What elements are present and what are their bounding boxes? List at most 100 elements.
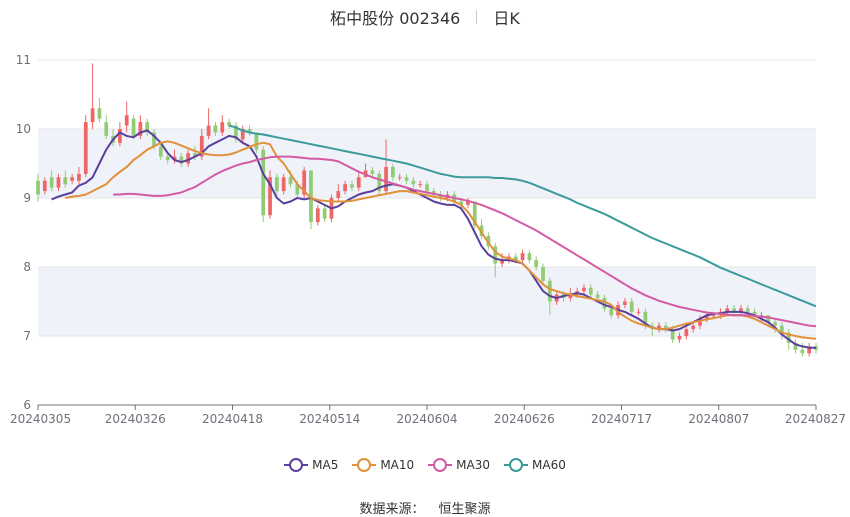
legend: MA5 MA10 MA30 MA60 (0, 458, 850, 472)
candle-body (302, 170, 307, 195)
candle-body (97, 108, 102, 119)
legend-label: MA5 (312, 458, 339, 472)
candle-body (343, 184, 347, 192)
candle-body (582, 287, 586, 292)
candle-body (131, 118, 136, 136)
candle-body (793, 342, 798, 350)
candle-body (274, 177, 279, 192)
y-axis: 6 7 8 9 10 11 (16, 53, 31, 412)
candle-body (261, 149, 266, 216)
candle-body (602, 298, 607, 309)
y-tick-label: 6 (23, 398, 31, 412)
candle-body (288, 177, 293, 185)
candle-body (547, 280, 552, 302)
candle-body (295, 184, 300, 195)
candle-body (643, 311, 648, 326)
candle-body (786, 332, 791, 343)
candle-body (780, 325, 784, 333)
candle-body (520, 253, 525, 261)
candle-body (704, 315, 709, 319)
x-tick-label: 20240717 (591, 412, 652, 426)
candle-body (193, 153, 197, 157)
candle-body (698, 318, 702, 326)
candle-body (459, 201, 463, 205)
x-tick-label: 20240807 (688, 412, 749, 426)
y-tick-label: 8 (23, 260, 31, 274)
candle-body (124, 115, 129, 126)
candle-body (677, 336, 682, 340)
candle-body (541, 267, 545, 281)
candle-body (377, 173, 382, 192)
legend-swatch (284, 458, 309, 472)
candle-body (534, 260, 539, 267)
background-bands (38, 129, 816, 336)
candle-body (807, 346, 812, 354)
candle-body (493, 246, 498, 264)
candle-body (206, 125, 211, 136)
candle-body (397, 177, 402, 179)
candle-body (199, 135, 204, 157)
candle-body (425, 184, 429, 192)
candle-body (158, 146, 163, 157)
legend-label: MA30 (456, 458, 491, 472)
legend-item-ma5[interactable]: MA5 (284, 458, 338, 472)
candle-body (268, 177, 272, 216)
moving-average-lines (51, 124, 817, 349)
candle-body (49, 177, 54, 188)
candle-body (83, 122, 88, 174)
candle-body (118, 129, 122, 143)
chart-title: 柘中股份 002346 日K (0, 6, 850, 28)
data-source: 数据来源： 恒生聚源 (0, 498, 850, 517)
candle-body (213, 125, 218, 133)
ma60-line (228, 124, 817, 308)
legend-swatch (504, 458, 529, 472)
candle-body (281, 177, 286, 192)
candle-body (500, 260, 504, 264)
source-value: 恒生聚源 (438, 502, 491, 517)
legend-item-ma10[interactable]: MA10 (352, 458, 414, 472)
candle-body (186, 153, 191, 164)
candle-body (322, 208, 327, 219)
candle-body (418, 184, 423, 186)
candle-body (732, 308, 736, 312)
candle-body (391, 166, 395, 178)
candle-body (773, 322, 777, 326)
candle-body (309, 170, 313, 223)
candle-body (595, 294, 600, 299)
ma10-line (65, 140, 817, 340)
candle-body (247, 129, 252, 133)
x-tick-label: 20240326 (105, 412, 166, 426)
x-tick-label: 20240418 (202, 412, 263, 426)
legend-label: MA60 (532, 458, 566, 472)
legend-item-ma30[interactable]: MA30 (428, 458, 490, 472)
candle-body (350, 184, 354, 188)
candle-body (220, 122, 225, 133)
candle-body (629, 301, 634, 312)
candle-body (104, 122, 109, 136)
x-tick-label: 20240305 (10, 412, 71, 426)
legend-label: MA10 (380, 458, 415, 472)
candle-body (745, 308, 750, 312)
candle-body (766, 315, 771, 323)
candle-body (227, 122, 231, 126)
candle-body (636, 311, 641, 313)
candle-body (356, 177, 361, 188)
candle-body (240, 129, 245, 140)
grid-lines (38, 59, 816, 406)
candle-body (172, 156, 177, 161)
chart-title-name: 柘中股份 002346 (330, 9, 461, 28)
candle-body (411, 180, 416, 185)
candle-body (568, 294, 573, 299)
candle-body (36, 180, 40, 195)
x-tick-label: 20240514 (299, 412, 360, 426)
legend-item-ma60[interactable]: MA60 (504, 458, 566, 472)
source-label: 数据来源： (359, 502, 425, 517)
candle-body (623, 301, 627, 305)
candle-body (234, 125, 238, 140)
chart-title-period: 日K (493, 9, 520, 28)
candle-body (752, 311, 757, 316)
candle-body (145, 122, 150, 133)
candle-body (77, 173, 81, 181)
candle-body (739, 308, 743, 312)
candle-body (315, 208, 320, 223)
